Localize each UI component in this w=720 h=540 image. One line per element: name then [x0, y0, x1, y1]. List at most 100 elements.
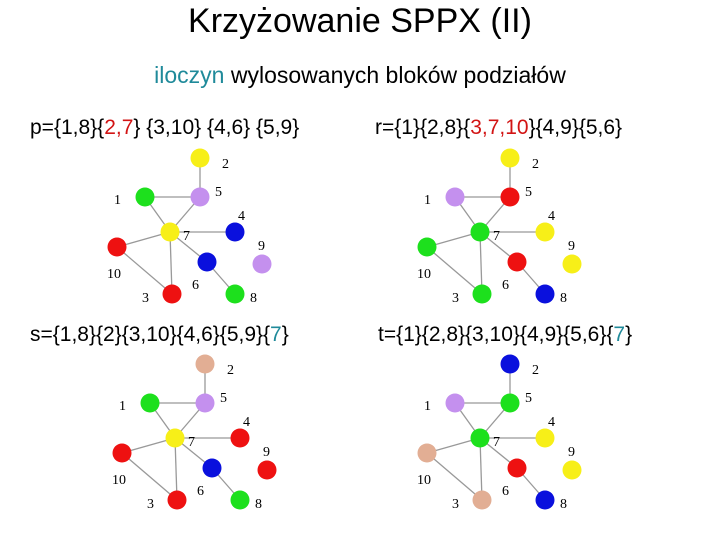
partition-label-p: p={1,8}{2,7} {3,10} {4,6} {5,9}	[30, 116, 299, 140]
graph-node-6	[202, 458, 222, 478]
graph-node-label: 3	[452, 291, 459, 306]
graph-node-label: 1	[114, 193, 121, 208]
graph-node-1	[445, 187, 465, 207]
graph-node-4	[535, 428, 555, 448]
graph-node-label: 2	[532, 157, 539, 172]
graph-r: 1 2 3 4 5 6 7 8 9 10	[417, 148, 582, 306]
graph-node-label: 8	[560, 291, 567, 306]
graph-node-2	[500, 148, 520, 168]
graph-node-9	[252, 254, 272, 274]
graph-node-8	[225, 284, 245, 304]
subtitle-rest: wylosowanych bloków podziałów	[224, 62, 566, 88]
slide-title: Krzyżowanie SPPX (II)	[188, 2, 532, 40]
graph-node-label: 7	[493, 435, 500, 450]
graph-node-10	[107, 237, 127, 257]
graph-edge-10-3	[426, 246, 483, 295]
graph-node-label: 9	[258, 239, 265, 254]
graph-node-label: 5	[215, 185, 222, 200]
graph-node-label: 10	[112, 473, 126, 488]
graph-node-label: 6	[502, 278, 509, 293]
partition-label-part: }	[625, 323, 633, 346]
graph-t: 1 2 3 4 5 6 7 8 9 10	[417, 354, 582, 512]
partition-label-part: t={1}{2,8}{3,10}{4,9}{5,6}{	[378, 323, 614, 346]
graph-node-label: 2	[532, 363, 539, 378]
graph-node-10	[417, 443, 437, 463]
graph-node-4	[225, 222, 245, 242]
graph-node-label: 4	[548, 415, 555, 430]
graph-node-9	[257, 460, 277, 480]
graph-node-6	[507, 252, 527, 272]
partition-label-part: }	[281, 323, 289, 346]
partition-label-part: r={1}{2,8}{	[375, 116, 471, 139]
graph-node-3	[162, 284, 182, 304]
graph-node-4	[230, 428, 250, 448]
graph-node-3	[472, 284, 492, 304]
graph-edge-7-3	[174, 437, 178, 501]
graph-edge-7-3	[479, 437, 483, 501]
graph-node-4	[535, 222, 555, 242]
partition-label-part: } {3,10} {4,6} {5,9}	[133, 116, 300, 139]
graph-node-7	[160, 222, 180, 242]
graph-s: 1 2 3 4 5 6 7 8 9 10	[112, 354, 277, 512]
graph-node-label: 6	[502, 484, 509, 499]
graph-node-7	[165, 428, 185, 448]
graph-node-9	[562, 460, 582, 480]
graph-edge-10-3	[426, 452, 483, 501]
graph-node-label: 2	[222, 157, 229, 172]
graph-node-9	[562, 254, 582, 274]
graph-node-label: 10	[417, 267, 431, 282]
graph-p: 1 2 3 4 5 6 7 8 9 10	[107, 148, 272, 306]
graph-node-5	[195, 393, 215, 413]
partition-label-part: s={1,8}{2}{3,10}{4,6}{5,9}{	[30, 323, 271, 346]
graph-node-7	[470, 428, 490, 448]
graph-node-label: 7	[493, 229, 500, 244]
graph-node-label: 1	[424, 399, 431, 414]
graph-edge-7-3	[479, 231, 483, 295]
graph-node-label: 10	[107, 267, 121, 282]
graph-node-label: 9	[568, 239, 575, 254]
subtitle-accent: iloczyn	[154, 62, 225, 88]
graph-node-label: 7	[188, 435, 195, 450]
graph-node-5	[500, 393, 520, 413]
partition-label-r: r={1}{2,8}{3,7,10}{4,9}{5,6}	[375, 116, 622, 140]
graph-node-label: 5	[220, 391, 227, 406]
graph-edge-7-3	[169, 231, 173, 295]
graph-edge-10-3	[121, 452, 178, 501]
graph-node-label: 3	[147, 497, 154, 512]
graph-node-label: 8	[560, 497, 567, 512]
graph-node-8	[535, 284, 555, 304]
graph-node-label: 6	[192, 278, 199, 293]
graph-node-1	[135, 187, 155, 207]
graph-node-label: 8	[250, 291, 257, 306]
graph-node-label: 5	[525, 185, 532, 200]
graph-node-label: 4	[238, 209, 245, 224]
graph-node-label: 3	[452, 497, 459, 512]
graph-node-label: 7	[183, 229, 190, 244]
partition-label-part: 2,7	[104, 116, 134, 139]
graph-node-6	[507, 458, 527, 478]
graph-node-10	[417, 237, 437, 257]
graph-node-5	[190, 187, 210, 207]
graph-node-1	[445, 393, 465, 413]
graph-node-2	[190, 148, 210, 168]
graph-node-8	[535, 490, 555, 510]
slide-subtitle: iloczyn wylosowanych bloków podziałów	[0, 62, 720, 89]
graph-node-label: 5	[525, 391, 532, 406]
graph-node-8	[230, 490, 250, 510]
graph-node-label: 6	[197, 484, 204, 499]
graph-node-label: 4	[243, 415, 250, 430]
graph-node-7	[470, 222, 490, 242]
partition-label-part: 3,7,10	[470, 116, 529, 139]
graph-node-2	[195, 354, 215, 374]
partition-label-part: 7	[613, 323, 626, 346]
partition-label-part: 7	[270, 323, 282, 346]
partition-label-s: s={1,8}{2}{3,10}{4,6}{5,9}{7}	[30, 323, 289, 347]
graph-node-1	[140, 393, 160, 413]
graph-node-2	[500, 354, 520, 374]
partition-label-t: t={1}{2,8}{3,10}{4,9}{5,6}{7}	[378, 323, 632, 347]
graph-node-label: 4	[548, 209, 555, 224]
graph-node-5	[500, 187, 520, 207]
graph-node-label: 1	[424, 193, 431, 208]
graph-node-3	[167, 490, 187, 510]
graph-node-label: 9	[568, 445, 575, 460]
